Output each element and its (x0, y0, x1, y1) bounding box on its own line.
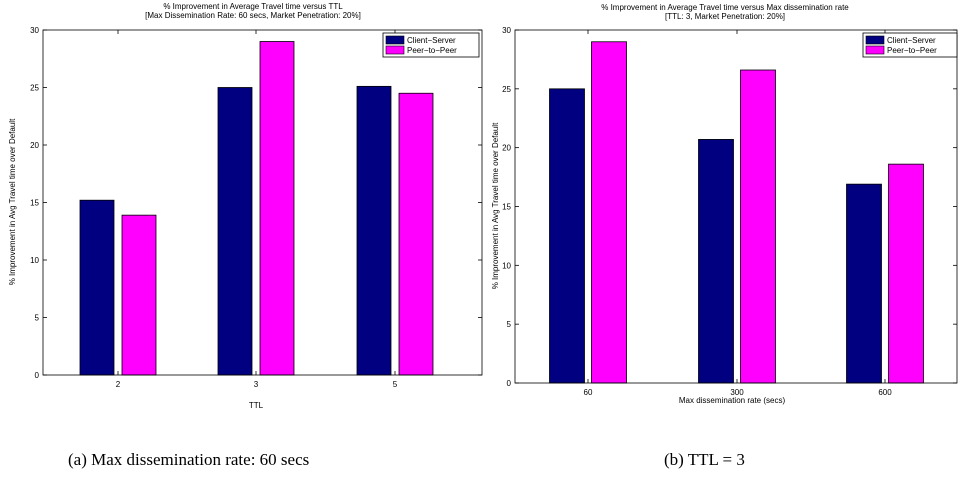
chart-b-xtick-label: 300 (730, 388, 744, 397)
chart-b-bar-client-server (846, 183, 882, 384)
chart-b-legend-label-client-server: Client−Server (887, 36, 936, 45)
chart-a-legend-swatch-client-server (385, 35, 405, 45)
chart-a-ytick-label: 0 (35, 371, 40, 380)
chart-a-legend-label-peer-to-peer: Peer−to−Peer (407, 46, 457, 55)
chart-b-ytick-label: 20 (502, 144, 511, 153)
chart-a: % Improvement in Average Travel time ver… (8, 2, 483, 410)
chart-a-caption: (a) Max dissemination rate: 60 secs (68, 450, 310, 469)
chart-a-ylabel: % Improvement in Avg Travel time over De… (8, 118, 17, 285)
chart-b-ytick-label: 10 (502, 261, 511, 270)
chart-b-ytick-label: 0 (507, 379, 512, 388)
chart-a-subtitle: [Max Dissemination Rate: 60 secs, Market… (145, 11, 361, 20)
chart-a-ytick-label: 15 (30, 199, 39, 208)
chart-a-legend-label-client-server: Client−Server (407, 36, 456, 45)
chart-a-bar-peer-to-peer (398, 92, 434, 376)
chart-a-bar-client-server (356, 85, 392, 376)
chart-a-xtick-label: 3 (254, 380, 259, 389)
chart-b-bar-peer-to-peer (888, 163, 924, 384)
chart-b-subtitle: [TTL: 3, Market Penetration: 20%] (665, 12, 785, 21)
chart-b-bar-peer-to-peer (591, 41, 627, 384)
chart-a-ytick-label: 30 (30, 26, 39, 35)
chart-a-ytick-label: 20 (30, 141, 39, 150)
chart-b-xtick-label: 60 (584, 388, 593, 397)
chart-a-ytick-label: 25 (30, 84, 39, 93)
chart-b-ytick-label: 30 (502, 26, 511, 35)
chart-b-xlabel: Max dissemination rate (secs) (679, 396, 786, 405)
chart-a-legend-swatch-peer-to-peer (385, 45, 405, 55)
chart-a-bar-peer-to-peer (259, 41, 295, 376)
chart-a-bar-client-server (217, 87, 253, 376)
chart-b-plot: 0 5 10 15 20 25 30 60 300 600 Client−ServerPeer−to… (502, 26, 958, 397)
chart-a-xtick-label: 5 (393, 380, 398, 389)
chart-b-ytick-label: 5 (507, 320, 512, 329)
chart-b-legend-swatch-client-server (865, 35, 885, 45)
chart-a-ytick-label: 5 (35, 314, 40, 323)
chart-b-ylabel: % Improvement in Avg Travel time over De… (491, 122, 500, 289)
chart-b-bar-client-server (698, 139, 734, 384)
chart-a-bar-peer-to-peer (121, 214, 157, 376)
chart-a-title: % Improvement in Average Travel time ver… (163, 2, 343, 11)
chart-b-caption: (b) TTL = 3 (664, 450, 745, 469)
chart-b-legend-swatch-peer-to-peer (865, 45, 885, 55)
chart-b: % Improvement in Average Travel time ver… (491, 3, 958, 405)
chart-a-bar-client-server (79, 199, 115, 376)
chart-b-xtick-label: 600 (878, 388, 892, 397)
chart-b-ytick-label: 25 (502, 85, 511, 94)
chart-b-title: % Improvement in Average Travel time ver… (601, 3, 849, 12)
chart-b-bar-peer-to-peer (740, 69, 776, 384)
chart-b-ytick-label: 15 (502, 203, 511, 212)
chart-b-bar-client-server (549, 88, 585, 384)
chart-a-xlabel: TTL (249, 401, 264, 410)
chart-b-legend-label-peer-to-peer: Peer−to−Peer (887, 46, 937, 55)
chart-a-ytick-label: 10 (30, 256, 39, 265)
chart-a-xtick-label: 2 (116, 380, 121, 389)
